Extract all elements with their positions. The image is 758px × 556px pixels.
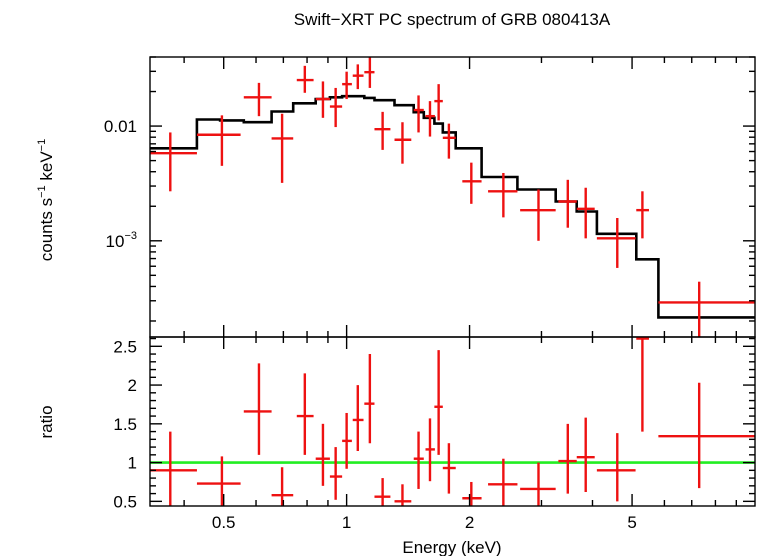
ratio-data-point <box>658 382 755 489</box>
spectrum-data-point <box>394 122 412 164</box>
spectrum-data-point <box>488 172 518 218</box>
ratio-data-point <box>636 337 649 432</box>
ratio-y-tick-label: 2 <box>128 376 137 395</box>
spectrum-data-point <box>425 101 435 137</box>
spectrum-data-point <box>558 179 577 228</box>
ratio-y-axis-label: ratio <box>37 405 56 438</box>
spectrum-y-axis-label: counts s−1 keV−1 <box>36 139 56 261</box>
spectrum-data-point <box>462 162 482 204</box>
ratio-data-point <box>296 373 314 455</box>
spectrum-data-point <box>596 218 636 268</box>
ratio-data-point <box>342 412 352 469</box>
ratio-data-point <box>425 418 435 482</box>
ratio-data-point <box>434 350 443 455</box>
ratio-data-point <box>488 458 518 506</box>
ratio-data-point <box>364 354 375 444</box>
spectrum-data-point <box>329 87 343 128</box>
ratio-y-tick-label: 2.5 <box>113 337 137 356</box>
spectrum-data-point <box>196 115 241 166</box>
spectrum-data-point <box>271 113 294 183</box>
spectrum-data-point <box>576 187 595 239</box>
x-tick-label: 5 <box>627 513 636 532</box>
ratio-data-point <box>243 363 272 455</box>
ratio-data-point <box>315 423 330 486</box>
spectrum-y-tick-labels: 0.01 10−3 <box>104 117 137 251</box>
x-tick-label: 2 <box>465 513 474 532</box>
spectrum-data-point <box>442 123 456 159</box>
x-tick-labels: 0.5 1 2 5 <box>212 513 637 532</box>
ratio-data-point <box>442 443 456 494</box>
ratio-data-point <box>196 456 241 506</box>
ratio-data-point <box>462 481 482 506</box>
spectrum-data-point <box>658 281 755 337</box>
spectrum-data-layer <box>150 57 755 337</box>
ratio-data-point <box>374 478 391 506</box>
spectrum-data-point <box>342 71 352 100</box>
spectrum-data-point <box>364 57 375 88</box>
spectrum-y-tick-label: 10−3 <box>106 230 137 251</box>
x-tick-label: 0.5 <box>212 513 236 532</box>
spectrum-data-point <box>434 84 443 121</box>
spectrum-data-point <box>636 191 649 239</box>
spectrum-axis-ticks <box>150 56 755 337</box>
spectrum-panel: 0.01 10−3 <box>104 56 756 338</box>
ratio-data-point <box>558 423 577 494</box>
ratio-data-point <box>520 462 556 506</box>
ratio-data-point <box>352 385 364 451</box>
ratio-data-point <box>394 484 412 506</box>
ratio-panel-frame <box>149 336 756 507</box>
ratio-y-tick-label: 0.5 <box>113 492 137 511</box>
ratio-y-tick-label: 1.5 <box>113 415 137 434</box>
ratio-axis-ticks <box>150 337 755 506</box>
spectrum-data-point <box>315 81 330 118</box>
spectrum-data-point <box>150 132 197 192</box>
model-curve <box>150 94 755 319</box>
spectrum-data-point <box>352 64 364 90</box>
chart-title: Swift−XRT PC spectrum of GRB 080413A <box>294 10 611 29</box>
ratio-data-point <box>329 447 343 500</box>
spectrum-data-point <box>243 82 272 117</box>
spectrum-y-tick-label: 0.01 <box>104 117 137 136</box>
ratio-y-tick-label: 1 <box>128 454 137 473</box>
ratio-data-point <box>596 433 636 502</box>
spectrum-data-point <box>374 111 391 150</box>
spectrum-data-point <box>296 65 314 93</box>
ratio-data-layer <box>150 337 755 506</box>
x-tick-label: 1 <box>342 513 351 532</box>
x-axis-label: Energy (keV) <box>402 538 501 556</box>
ratio-panel: 0.5 1 1.5 2 2.5 0.5 1 2 5 <box>113 336 756 532</box>
ratio-data-point <box>271 467 294 506</box>
spectrum-data-point <box>413 95 424 133</box>
model-curve-layer <box>150 94 755 319</box>
spectrum-data-point <box>520 189 556 241</box>
ratio-data-point <box>150 431 197 506</box>
ratio-data-point <box>413 431 424 489</box>
spectrum-panel-frame <box>149 56 756 338</box>
ratio-data-point <box>576 417 595 493</box>
ratio-y-tick-labels: 0.5 1 1.5 2 2.5 <box>113 337 137 511</box>
